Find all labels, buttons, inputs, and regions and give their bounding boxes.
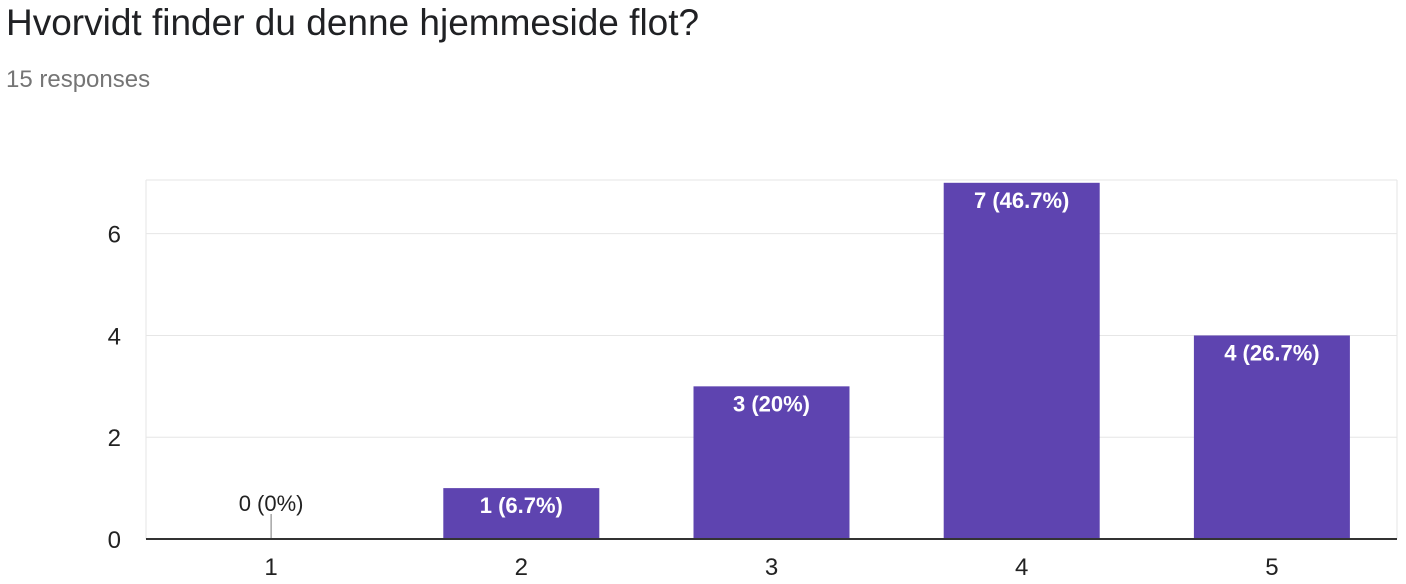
x-tick-label: 2 (515, 554, 528, 581)
data-label: 3 (20%) (733, 391, 810, 416)
bar (943, 182, 1100, 540)
data-label: 4 (26.7%) (1224, 340, 1319, 365)
data-label: 7 (46.7%) (974, 188, 1069, 213)
y-tick-label: 4 (108, 323, 121, 350)
x-tick-label: 4 (1015, 554, 1028, 581)
question-title: Hvorvidt finder du denne hjemmeside flot… (6, 2, 700, 43)
y-tick-label: 2 (108, 425, 121, 452)
bar (1193, 335, 1350, 539)
x-tick-label: 1 (264, 554, 277, 581)
y-tick-label: 0 (108, 527, 121, 554)
data-label: 1 (6.7%) (480, 493, 563, 518)
x-tick-label: 5 (1265, 554, 1278, 581)
response-count: 15 responses (6, 66, 151, 93)
bar (693, 386, 850, 539)
y-tick-label: 6 (108, 222, 121, 249)
x-tick-label: 3 (765, 554, 778, 581)
bar (443, 488, 600, 539)
data-label: 0 (0%) (239, 491, 304, 516)
